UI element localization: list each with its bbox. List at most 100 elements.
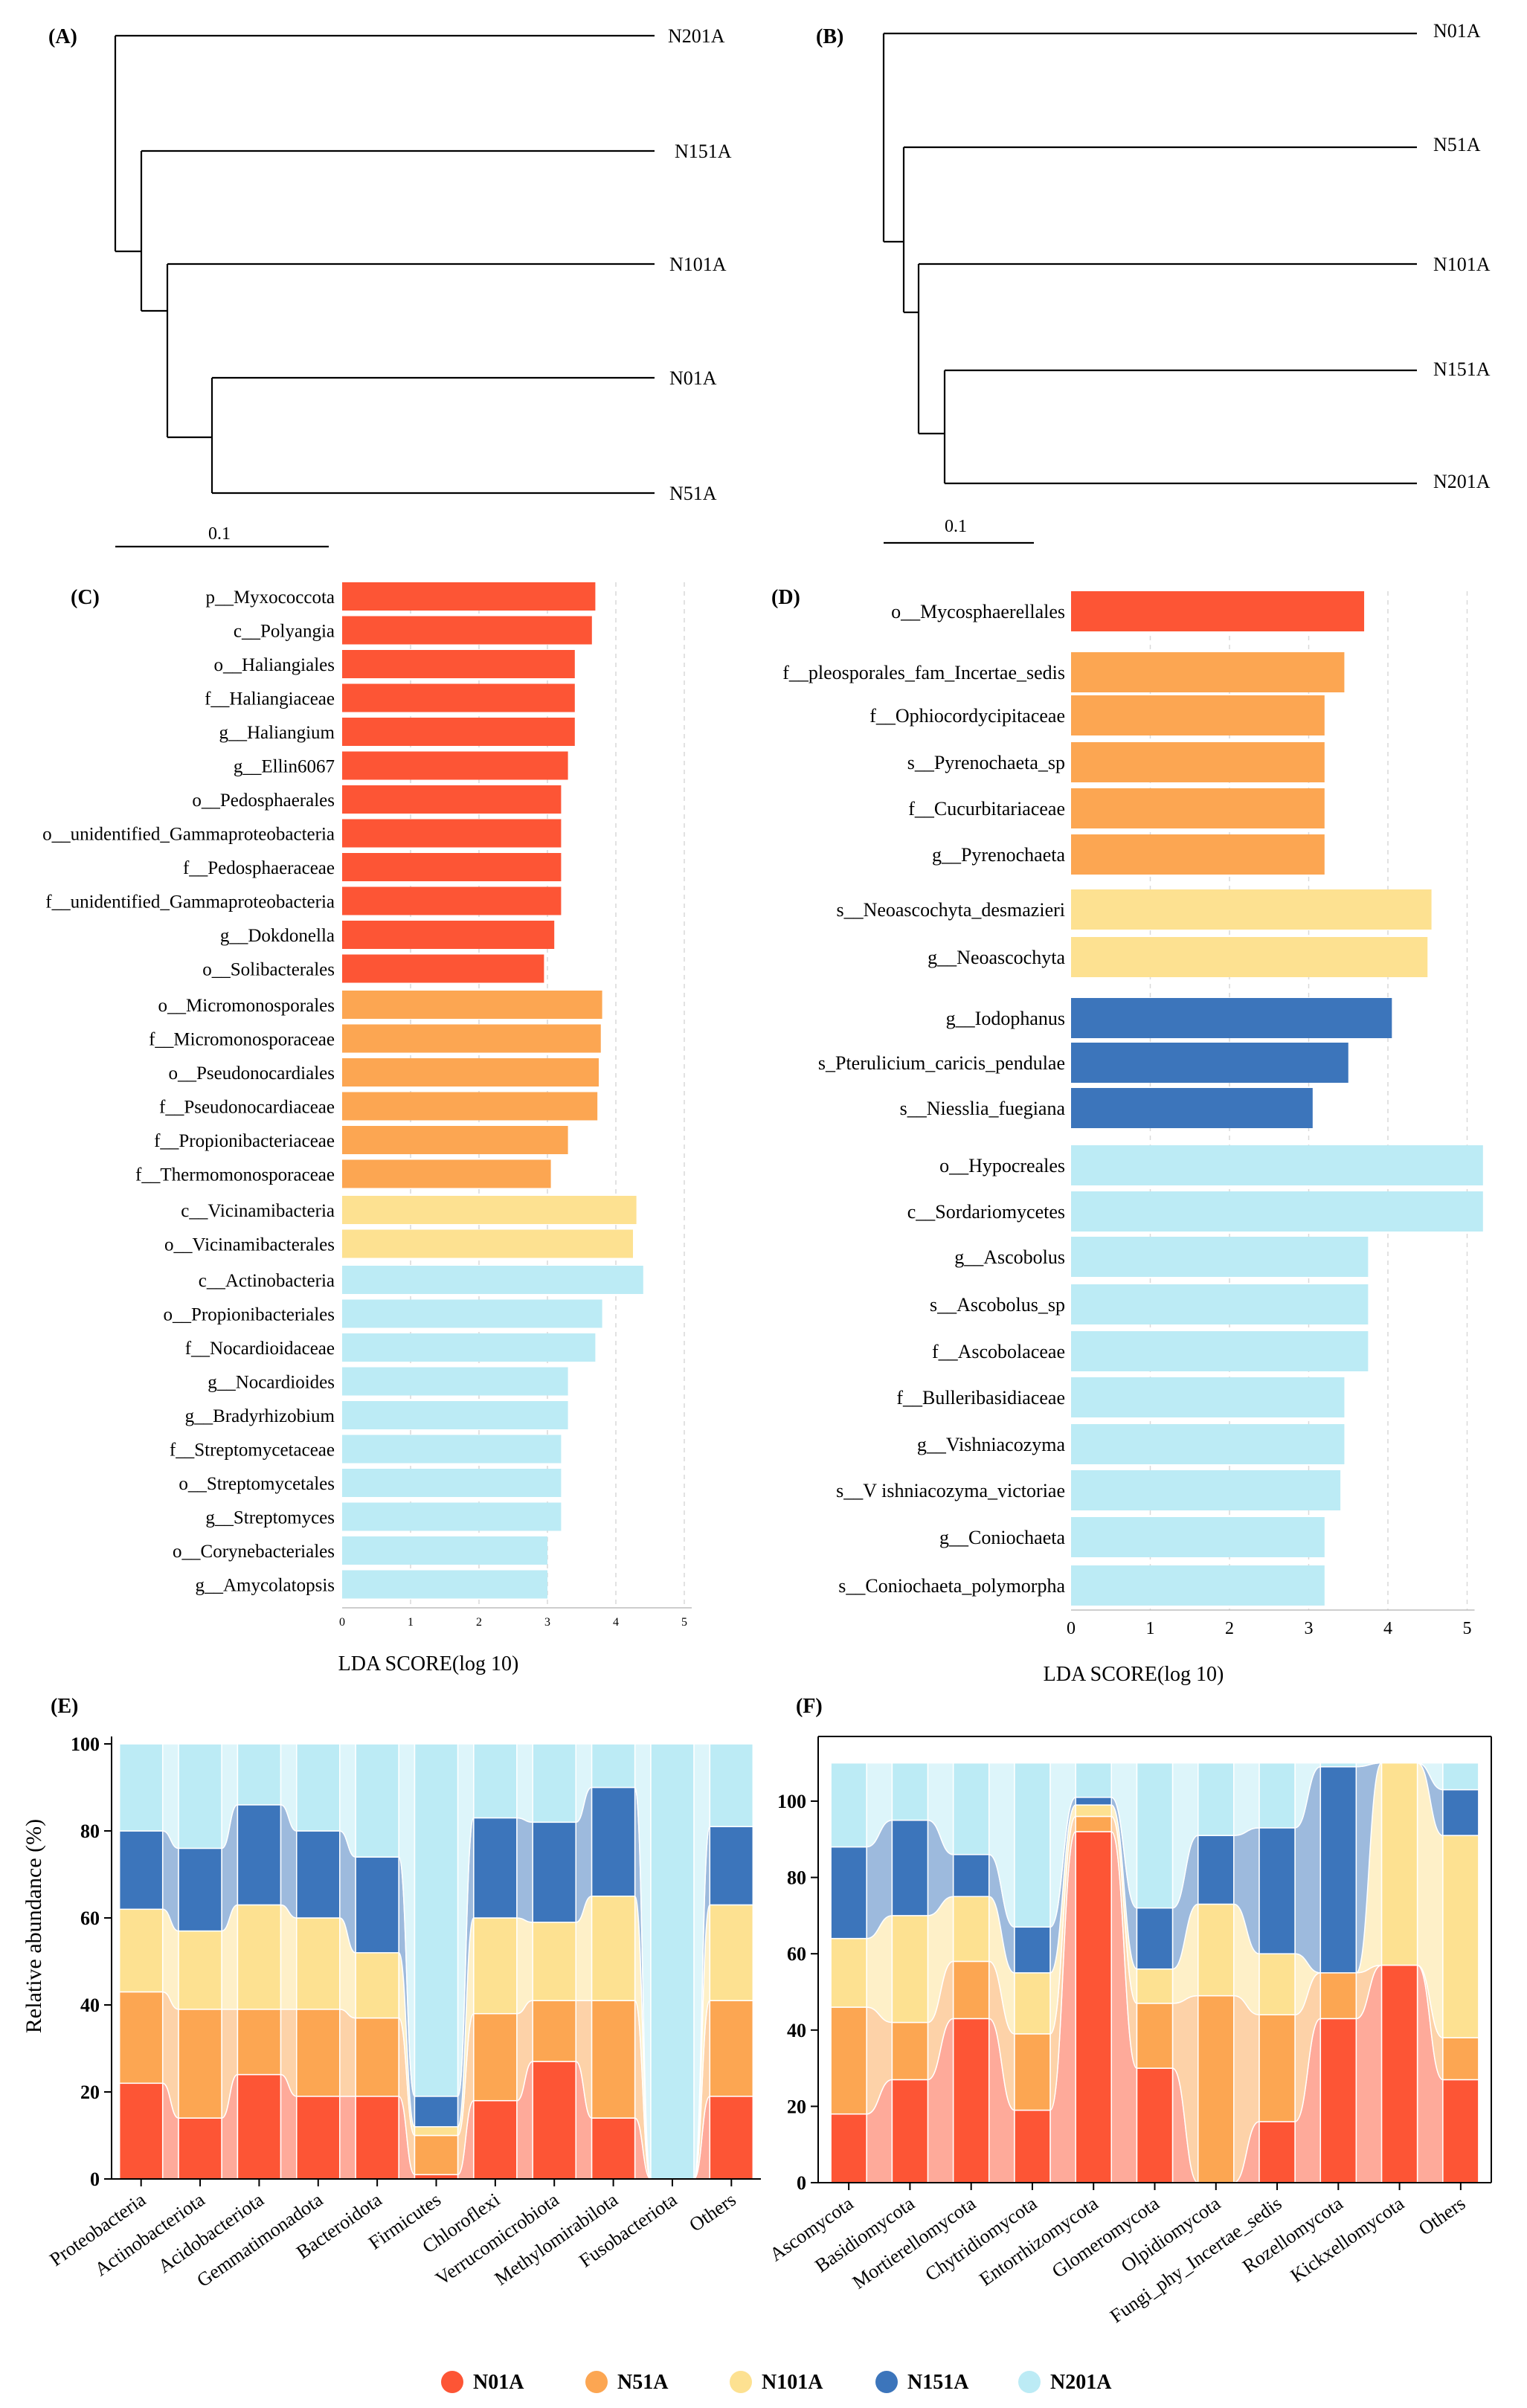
x-tick-label: 0 <box>1067 1619 1076 1638</box>
lda-bar <box>342 1196 637 1224</box>
stack-segment <box>830 1846 867 1939</box>
lda-bar-label: o__Corynebacteriales <box>173 1542 335 1562</box>
flow-band <box>516 1917 533 2015</box>
stack-segment <box>296 1917 341 2010</box>
lda-bar <box>342 718 575 746</box>
lda-bar-label: f__Streptomycetaceae <box>170 1440 335 1460</box>
stack-segment <box>1258 1827 1296 1954</box>
stack-segment <box>178 1847 222 1932</box>
lda-bar <box>342 1092 598 1121</box>
stack-segment <box>1075 1831 1112 2183</box>
stack-segment <box>1258 1953 1296 2016</box>
flow-band <box>280 1904 298 2010</box>
y-tick-label: 100 <box>777 1791 806 1812</box>
lda-xlabel-d: LDA SCORE(log 10) <box>1044 1663 1224 1686</box>
lda-bar <box>1071 1377 1345 1417</box>
stack-segment <box>1442 1762 1479 1791</box>
lda-bar <box>342 1024 601 1053</box>
y-tick-label: 40 <box>80 1995 100 2016</box>
lda-bar-label: g__Dokdonella <box>220 926 335 946</box>
panel-label-d: (D) <box>771 586 800 609</box>
stack-segment <box>118 1908 164 1993</box>
x-tick-label: 4 <box>1383 1619 1392 1638</box>
lda-bar <box>342 1266 643 1294</box>
flow-band <box>457 1743 475 2097</box>
stack-segment <box>414 2126 459 2137</box>
stack-segment <box>1136 1762 1174 1909</box>
stack-segment <box>650 1743 695 2180</box>
lda-bar <box>1071 1517 1325 1557</box>
stack-segment <box>355 2017 399 2097</box>
lda-bar-label: g__Nocardioides <box>208 1372 335 1392</box>
dendrogram-a <box>114 34 655 548</box>
stack-segment <box>1136 1907 1174 1970</box>
x-tick-label: 2 <box>1225 1619 1234 1638</box>
legend-swatch <box>585 2371 608 2393</box>
stack-segment <box>1075 1762 1112 1798</box>
stack-segment <box>532 1922 576 2001</box>
stack-segment <box>118 2082 164 2180</box>
lda-bar-label: f__Thermomonosporaceae <box>135 1165 335 1185</box>
flow-band <box>516 1817 533 1923</box>
flow-band <box>1110 1762 1138 1909</box>
lda-bar-label: f__Haliangiaceae <box>205 689 335 709</box>
lda-bar-label: s__Coniochaeta_polymorpha <box>838 1575 1065 1597</box>
stack-segment <box>952 2018 990 2183</box>
lda-bar-label: f__Pedosphaeraceae <box>183 858 335 878</box>
y-tick-label: 80 <box>787 1867 806 1889</box>
y-tick-label: 20 <box>80 2082 100 2103</box>
stack-segment <box>296 1743 341 1832</box>
lda-bar <box>1071 1237 1369 1277</box>
stack-ylabel-e: Relative abundance (%) <box>22 1819 46 2033</box>
legend: N01A N51A N101A N151A N201A <box>441 2371 1112 2394</box>
lda-bar <box>342 1469 562 1497</box>
stack-segment <box>952 1896 990 1963</box>
legend-label: N01A <box>473 2371 524 2394</box>
y-tick-label: 60 <box>787 1943 806 1965</box>
stack-segment <box>1014 1926 1051 1974</box>
lda-bar <box>1071 652 1345 692</box>
lda-bar <box>1071 998 1392 1038</box>
stack-segment <box>178 1930 222 2010</box>
stack-segment <box>591 2117 636 2180</box>
flow-band <box>1294 1762 1322 1829</box>
stack-segment <box>1014 1972 1051 2035</box>
stack-segment <box>296 2009 341 2097</box>
lda-bar-label: f__pleosporales_fam_Incertae_sedis <box>782 662 1065 683</box>
x-category-label: Others <box>685 2189 739 2236</box>
x-tick-label: 4 <box>613 1616 619 1629</box>
stack-segment <box>830 1762 867 1848</box>
lda-bar-label: f__Ascobolaceae <box>932 1341 1065 1362</box>
stack-segment <box>355 1952 399 2019</box>
stack-segment <box>1136 2067 1174 2183</box>
legend-swatch <box>441 2371 463 2393</box>
lda-bar-label: g__Neoascochyta <box>928 947 1065 968</box>
lda-bar <box>1071 1424 1345 1464</box>
x-tick-label: 1 <box>408 1616 414 1629</box>
stack-segment <box>296 2096 341 2180</box>
stack-segment <box>891 2021 929 2081</box>
stack-segment <box>1198 1903 1235 1997</box>
stack-segment <box>355 1856 399 1954</box>
stack-segment <box>414 1743 459 2097</box>
lda-chart-d: 0 1 2 3 4 5 o__Mycosphaerellales f__pleosporale… <box>782 591 1483 1638</box>
lda-bar <box>1071 937 1428 977</box>
leaf-label-b2: N51A <box>1433 134 1481 155</box>
lda-bar-label: s__V ishniacozyma_victoriae <box>836 1480 1065 1501</box>
lda-bar-label: p__Myxococcota <box>205 587 335 608</box>
stack-segment <box>414 2134 459 2175</box>
stack-segment <box>891 2079 929 2183</box>
lda-bar-label: g__Amycolatopsis <box>196 1575 335 1595</box>
x-tick-label: 3 <box>1305 1619 1314 1638</box>
x-tick-label: 5 <box>681 1616 687 1629</box>
stack-segment <box>1442 2079 1479 2183</box>
stack-segment <box>1198 1995 1235 2183</box>
dendrogram-b <box>882 32 1417 544</box>
lda-bar <box>1071 834 1325 875</box>
leaf-label-b1: N01A <box>1433 20 1481 42</box>
lda-bar <box>342 853 562 881</box>
lda-bar-label: s__Neoascochyta_desmazieri <box>836 899 1065 921</box>
x-category-label: Glomeromycota <box>1048 2192 1163 2282</box>
leaf-label-b5: N201A <box>1433 471 1491 492</box>
panel-label-a: (A) <box>48 25 77 48</box>
